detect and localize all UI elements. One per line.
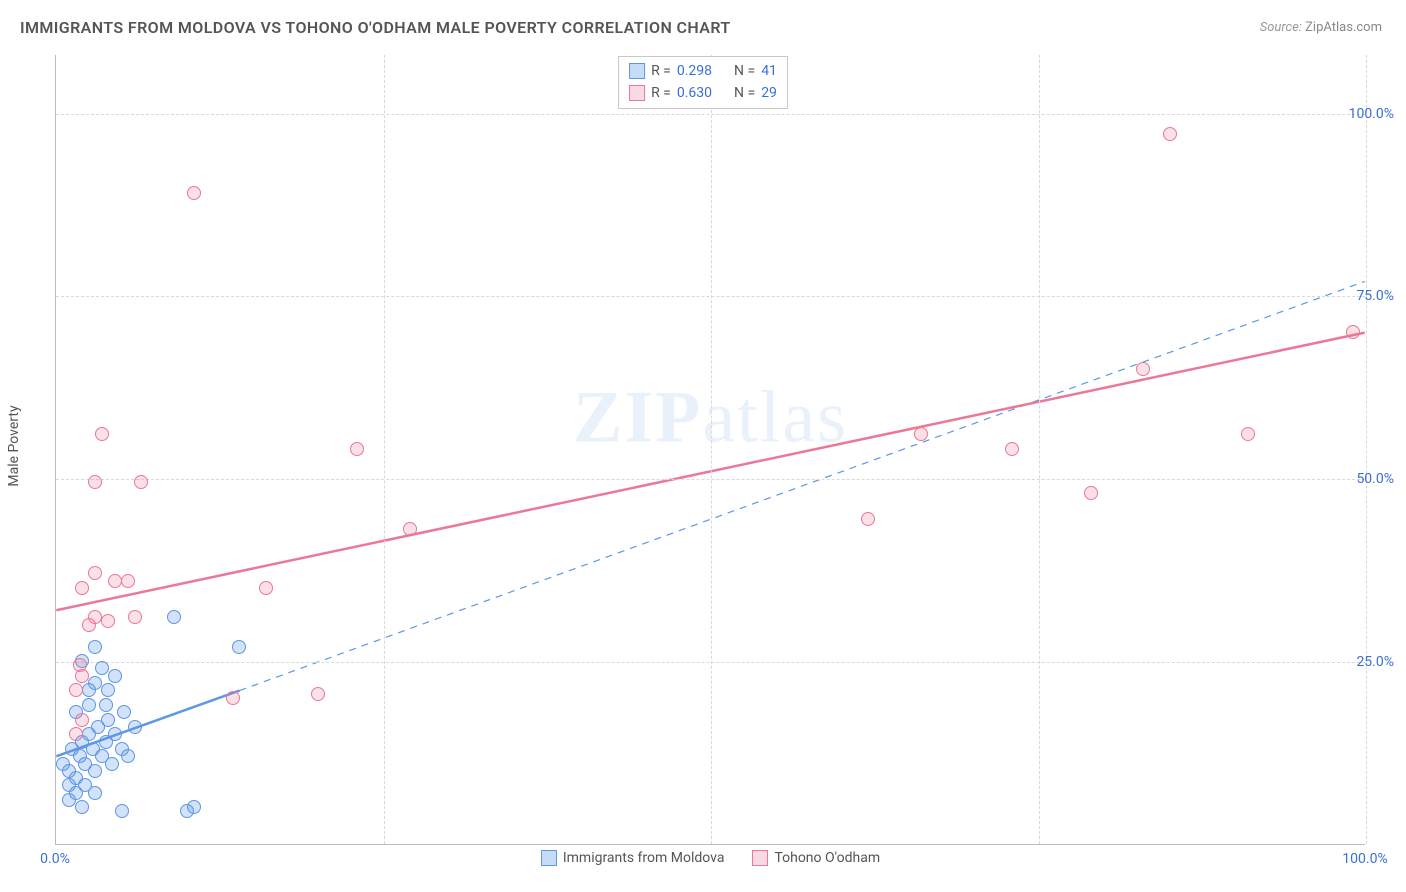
xtick-label: 100.0% bbox=[1342, 851, 1387, 867]
source-credit: Source: ZipAtlas.com bbox=[1260, 20, 1382, 35]
legend-n-value: 29 bbox=[761, 82, 777, 104]
legend-swatch bbox=[629, 63, 645, 79]
legend-row: R = 0.298 N = 41 bbox=[629, 60, 777, 82]
legend-n-value: 41 bbox=[761, 60, 777, 82]
data-point bbox=[311, 687, 325, 701]
data-point bbox=[108, 669, 122, 683]
legend-r-value: 0.298 bbox=[677, 60, 712, 82]
ytick-label: 50.0% bbox=[1356, 471, 1394, 487]
data-point bbox=[187, 800, 201, 814]
source-name: ZipAtlas.com bbox=[1305, 20, 1382, 35]
data-point bbox=[101, 713, 115, 727]
data-point bbox=[134, 475, 148, 489]
series-legend: Immigrants from Moldova Tohono O'odham bbox=[56, 846, 1365, 870]
data-point bbox=[99, 698, 113, 712]
data-point bbox=[82, 698, 96, 712]
legend-r-label: R = bbox=[651, 60, 671, 82]
data-point bbox=[1136, 362, 1150, 376]
data-point bbox=[88, 610, 102, 624]
data-point bbox=[108, 727, 122, 741]
data-point bbox=[73, 658, 87, 672]
data-point bbox=[232, 640, 246, 654]
legend-swatch bbox=[629, 85, 645, 101]
data-point bbox=[88, 640, 102, 654]
gridline-vertical bbox=[384, 55, 385, 844]
data-point bbox=[75, 800, 89, 814]
series-legend-item: Immigrants from Moldova bbox=[541, 850, 725, 866]
data-point bbox=[105, 757, 119, 771]
ytick-label: 75.0% bbox=[1356, 288, 1394, 304]
data-point bbox=[75, 713, 89, 727]
source-label: Source: bbox=[1260, 20, 1302, 35]
gridline-vertical bbox=[1366, 55, 1367, 844]
legend-swatch bbox=[752, 850, 768, 866]
y-axis-label: Male Poverty bbox=[6, 405, 22, 486]
data-point bbox=[128, 610, 142, 624]
plot-area: ZIPatlas Immigrants from MoldovaTohono O… bbox=[55, 55, 1365, 845]
data-point bbox=[121, 749, 135, 763]
data-point bbox=[69, 727, 83, 741]
data-point bbox=[101, 614, 115, 628]
data-point bbox=[95, 661, 109, 675]
series-legend-label: Tohono O'odham bbox=[774, 850, 880, 866]
data-point bbox=[226, 691, 240, 705]
data-point bbox=[259, 581, 273, 595]
data-point bbox=[101, 683, 115, 697]
legend-r-value: 0.630 bbox=[677, 82, 712, 104]
data-point bbox=[403, 522, 417, 536]
data-point bbox=[187, 186, 201, 200]
series-legend-item: Tohono O'odham bbox=[752, 850, 880, 866]
data-point bbox=[75, 581, 89, 595]
data-point bbox=[1084, 486, 1098, 500]
data-point bbox=[1241, 427, 1255, 441]
data-point bbox=[69, 683, 83, 697]
data-point bbox=[1346, 325, 1360, 339]
legend-n-label: N = bbox=[734, 82, 755, 104]
legend-r-label: R = bbox=[651, 82, 671, 104]
trend-line-extrapolated bbox=[239, 281, 1364, 690]
data-point bbox=[78, 778, 92, 792]
data-point bbox=[1163, 127, 1177, 141]
gridline-vertical bbox=[711, 55, 712, 844]
data-point bbox=[1005, 442, 1019, 456]
correlation-legend: R = 0.298 N = 41 R = 0.630 N = 29 bbox=[618, 56, 788, 109]
data-point bbox=[88, 566, 102, 580]
data-point bbox=[88, 676, 102, 690]
data-point bbox=[121, 574, 135, 588]
data-point bbox=[128, 720, 142, 734]
data-point bbox=[914, 427, 928, 441]
xtick-label: 0.0% bbox=[40, 851, 70, 867]
ytick-label: 100.0% bbox=[1349, 106, 1394, 122]
legend-n-label: N = bbox=[734, 60, 755, 82]
data-point bbox=[861, 512, 875, 526]
data-point bbox=[167, 610, 181, 624]
data-point bbox=[117, 705, 131, 719]
data-point bbox=[350, 442, 364, 456]
data-point bbox=[88, 764, 102, 778]
data-point bbox=[108, 574, 122, 588]
data-point bbox=[115, 804, 129, 818]
gridline-vertical bbox=[1039, 55, 1040, 844]
chart-title: IMMIGRANTS FROM MOLDOVA VS TOHONO O'ODHA… bbox=[20, 18, 731, 37]
series-legend-label: Immigrants from Moldova bbox=[563, 850, 725, 866]
legend-row: R = 0.630 N = 29 bbox=[629, 82, 777, 104]
data-point bbox=[95, 427, 109, 441]
legend-swatch bbox=[541, 850, 557, 866]
data-point bbox=[88, 475, 102, 489]
ytick-label: 25.0% bbox=[1356, 654, 1394, 670]
